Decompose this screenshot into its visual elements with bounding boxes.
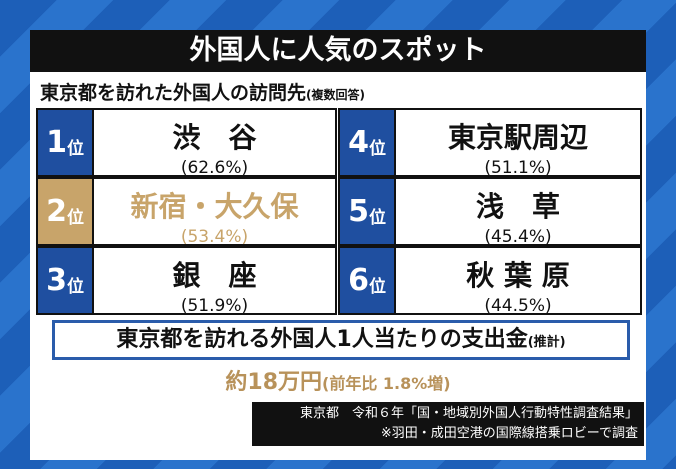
title: 外国人に人気のスポット	[30, 30, 646, 72]
place-name: 銀 座	[172, 259, 257, 292]
place-share: (51.1%)	[484, 158, 552, 178]
subtitle-note: (複数回答)	[306, 88, 365, 102]
rank-suffix: 位	[66, 139, 84, 159]
place-share: (62.6%)	[180, 158, 249, 178]
rank-number: 5	[348, 194, 369, 229]
place-cell: 浅 草 (45.4%)	[394, 177, 642, 247]
rank-number: 4	[348, 125, 369, 160]
place-share: (53.4%)	[180, 227, 249, 247]
place-cell: 渋 谷 (62.6%)	[92, 108, 337, 178]
rank-suffix: 位	[66, 208, 84, 228]
subtitle-text: 東京都を訪れた外国人の訪問先	[40, 82, 307, 104]
rank-suffix: 位	[368, 277, 386, 297]
source: 東京都 令和６年「国・地域別外国人行動特性調査結果」 ※羽田・成田空港の国際線搭乗…	[252, 402, 644, 446]
place-cell: 東京駅周辺 (51.1%)	[394, 108, 642, 178]
rank-number: 2	[46, 194, 67, 229]
subtitle: 東京都を訪れた外国人の訪問先(複数回答)	[40, 78, 365, 105]
place-share: (51.9%)	[180, 296, 249, 316]
place-cell: 新宿・大久保 (53.4%)	[92, 177, 337, 247]
rank-number: 3	[46, 263, 67, 298]
place-share: (45.4%)	[484, 227, 552, 247]
place-name: 秋 葉 原	[466, 259, 570, 292]
rank-number: 1	[46, 125, 67, 160]
rank-suffix: 位	[368, 208, 386, 228]
place-name: 新宿・大久保	[130, 190, 299, 223]
spending-label: 東京都を訪れる外国人1人当たりの支出金	[116, 327, 528, 352]
source-line: ※羽田・成田空港の国際線搭乗ロビーで調査	[380, 426, 638, 441]
amount: 約18万円	[225, 370, 323, 395]
rank-number: 6	[348, 263, 369, 298]
place-cell: 銀 座 (51.9%)	[92, 246, 337, 316]
place-name: 東京駅周辺	[447, 121, 588, 154]
spending-box: 東京都を訪れる外国人1人当たりの支出金(推計)	[52, 320, 630, 360]
source-line: 東京都 令和６年「国・地域別外国人行動特性調査結果」	[299, 406, 638, 421]
rank-suffix: 位	[66, 277, 84, 297]
rank-suffix: 位	[368, 139, 386, 159]
place-share: (44.5%)	[484, 296, 552, 316]
place-cell: 秋 葉 原 (44.5%)	[394, 246, 642, 316]
place-name: 浅 草	[475, 190, 560, 223]
place-name: 渋 谷	[172, 121, 257, 154]
amount-change: (前年比 1.8%増)	[322, 374, 451, 393]
spending-note: (推計)	[527, 335, 566, 350]
spending-amount: 約18万円(前年比 1.8%増)	[0, 364, 676, 396]
